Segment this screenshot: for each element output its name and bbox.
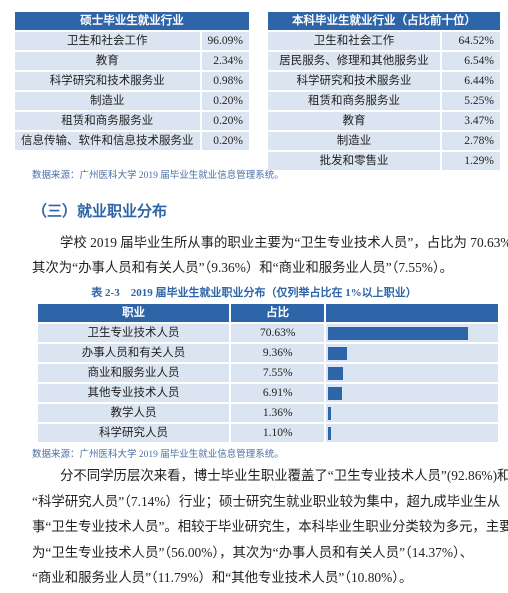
header-cell — [324, 302, 500, 324]
paragraph-line: 其次为“办事人员和有关人员”（9.36%）和“商业和服务业人员”（7.55%）。 — [32, 260, 454, 275]
paragraph-line: 分不同学历层次来看，博士毕业生职业覆盖了“卫生专业技术人员”(92.86%)和 — [60, 468, 508, 483]
header-row: 硕士毕业生就业行业 — [13, 10, 251, 32]
industry-name: 制造业 — [266, 130, 442, 152]
occupation-name: 卫生专业技术人员 — [36, 322, 231, 344]
table-row: 教学人员 1.36% — [36, 402, 500, 424]
table-row: 教育 3.47% — [266, 110, 502, 132]
industry-name: 科学研究和技术服务业 — [13, 70, 202, 92]
industry-name: 卫生和社会工作 — [266, 30, 442, 52]
table-row: 批发和零售业 1.29% — [266, 150, 502, 172]
bar-cell — [324, 382, 500, 404]
occupation-name: 其他专业技术人员 — [36, 382, 231, 404]
table-row: 制造业 2.78% — [266, 130, 502, 152]
occupation-table: 职业 占比 卫生专业技术人员 70.63% 办事人员和有关人员 9.36% 商业和服务业人员… — [36, 302, 500, 444]
section-heading: （三）就业职业分布 — [32, 202, 168, 220]
header-row: 本科毕业生就业行业（占比前十位） — [266, 10, 502, 32]
table-row: 租赁和商务服务业 0.20% — [13, 110, 251, 132]
occupation-name: 办事人员和有关人员 — [36, 342, 231, 364]
industry-share: 5.25% — [440, 90, 502, 112]
table-header: 硕士毕业生就业行业 — [13, 10, 251, 32]
industry-table: 本科毕业生就业行业（占比前十位） 卫生和社会工作 64.52% 居民服务、修理和其他服… — [266, 10, 502, 172]
bar-cell — [324, 402, 500, 424]
industry-share: 6.54% — [440, 50, 502, 72]
occupation-share: 7.55% — [228, 362, 327, 384]
industry-share: 96.09% — [199, 30, 251, 52]
industry-share: 64.52% — [440, 30, 502, 52]
paragraph-line: 为“卫生专业技术人员”（56.00%），其次为“办事人员和有关人员”（14.37… — [32, 544, 474, 560]
table-row: 居民服务、修理和其他服务业 6.54% — [266, 50, 502, 72]
bar — [328, 366, 344, 380]
table-row: 卫生和社会工作 64.52% — [266, 30, 502, 52]
industry-share: 1.29% — [440, 150, 502, 172]
industry-share: 3.47% — [440, 110, 502, 132]
table-row: 制造业 0.20% — [13, 90, 251, 112]
table-row: 其他专业技术人员 6.91% — [36, 382, 500, 404]
table-row: 信息传输、软件和信息技术服务业 0.20% — [13, 130, 251, 152]
industry-name: 卫生和社会工作 — [13, 30, 202, 52]
occupation-share: 1.36% — [228, 402, 327, 424]
source-note: 数据来源：广州医科大学 2019 届毕业生就业信息管理系统。 — [32, 171, 284, 181]
bar — [328, 386, 343, 400]
table-row: 科学研究人员 1.10% — [36, 422, 500, 444]
industry-share: 2.34% — [199, 50, 251, 72]
occupation-share: 6.91% — [228, 382, 327, 404]
bar — [328, 346, 347, 360]
industry-name: 信息传输、软件和信息技术服务业 — [13, 130, 202, 152]
industry-name: 租赁和商务服务业 — [266, 90, 442, 112]
industry-share: 0.98% — [199, 70, 251, 92]
industry-name: 教育 — [13, 50, 202, 72]
table-row: 办事人员和有关人员 9.36% — [36, 342, 500, 364]
industry-share: 0.20% — [199, 90, 251, 112]
industry-share: 2.78% — [440, 130, 502, 152]
occupation-name: 教学人员 — [36, 402, 231, 424]
industry-name: 科学研究和技术服务业 — [266, 70, 442, 92]
paragraph-line: 事“卫生专业技术人员”。相较于毕业研究生，本科毕业生职业分类较为多元，主要 — [32, 519, 508, 534]
industry-name: 制造业 — [13, 90, 202, 112]
industry-share: 0.20% — [199, 130, 251, 152]
header-cell: 占比 — [228, 302, 327, 324]
bar — [328, 406, 332, 420]
bar-cell — [324, 322, 500, 344]
bar-cell — [324, 362, 500, 384]
bar-cell — [324, 422, 500, 444]
occupation-share: 1.10% — [228, 422, 327, 444]
industry-share: 0.20% — [199, 110, 251, 132]
table-header: 本科毕业生就业行业（占比前十位） — [266, 10, 502, 32]
occupation-share: 9.36% — [228, 342, 327, 364]
bar-cell — [324, 342, 500, 364]
header-row: 职业 占比 — [36, 302, 500, 324]
paragraph-line: “商业和服务业人员”（11.79%）和“其他专业技术人员”（10.80%）。 — [32, 570, 413, 585]
table-row: 教育 2.34% — [13, 50, 251, 72]
industry-name: 批发和零售业 — [266, 150, 442, 172]
table-row: 卫生专业技术人员 70.63% — [36, 322, 500, 344]
industry-share: 6.44% — [440, 70, 502, 92]
table-row: 租赁和商务服务业 5.25% — [266, 90, 502, 112]
occupation-name: 科学研究人员 — [36, 422, 231, 444]
table-row: 商业和服务业人员 7.55% — [36, 362, 500, 384]
table-row: 科学研究和技术服务业 0.98% — [13, 70, 251, 92]
bar — [328, 426, 331, 440]
bar — [328, 326, 469, 340]
industry-name: 教育 — [266, 110, 442, 132]
source-note: 数据来源：广州医科大学 2019 届毕业生就业信息管理系统。 — [32, 450, 284, 460]
industry-name: 居民服务、修理和其他服务业 — [266, 50, 442, 72]
industry-name: 租赁和商务服务业 — [13, 110, 202, 132]
header-cell: 职业 — [36, 302, 231, 324]
paragraph-line: “科学研究人员”（7.14%）行业；硕士研究生就业职业较为集中，超九成毕业生从 — [32, 493, 501, 509]
industry-table: 硕士毕业生就业行业 卫生和社会工作 96.09% 教育 2.34% 科学研究和技术服务业 0… — [13, 10, 251, 152]
paragraph-line: 学校 2019 届毕业生所从事的职业主要为“卫生专业技术人员”，占比为 70.6… — [60, 235, 508, 250]
occupation-share: 70.63% — [228, 322, 327, 344]
table-row: 卫生和社会工作 96.09% — [13, 30, 251, 52]
occupation-name: 商业和服务业人员 — [36, 362, 231, 384]
table-row: 科学研究和技术服务业 6.44% — [266, 70, 502, 92]
table-caption: 表 2-3 2019 届毕业生就业职业分布（仅列举占比在 1%以上职业） — [91, 287, 417, 299]
